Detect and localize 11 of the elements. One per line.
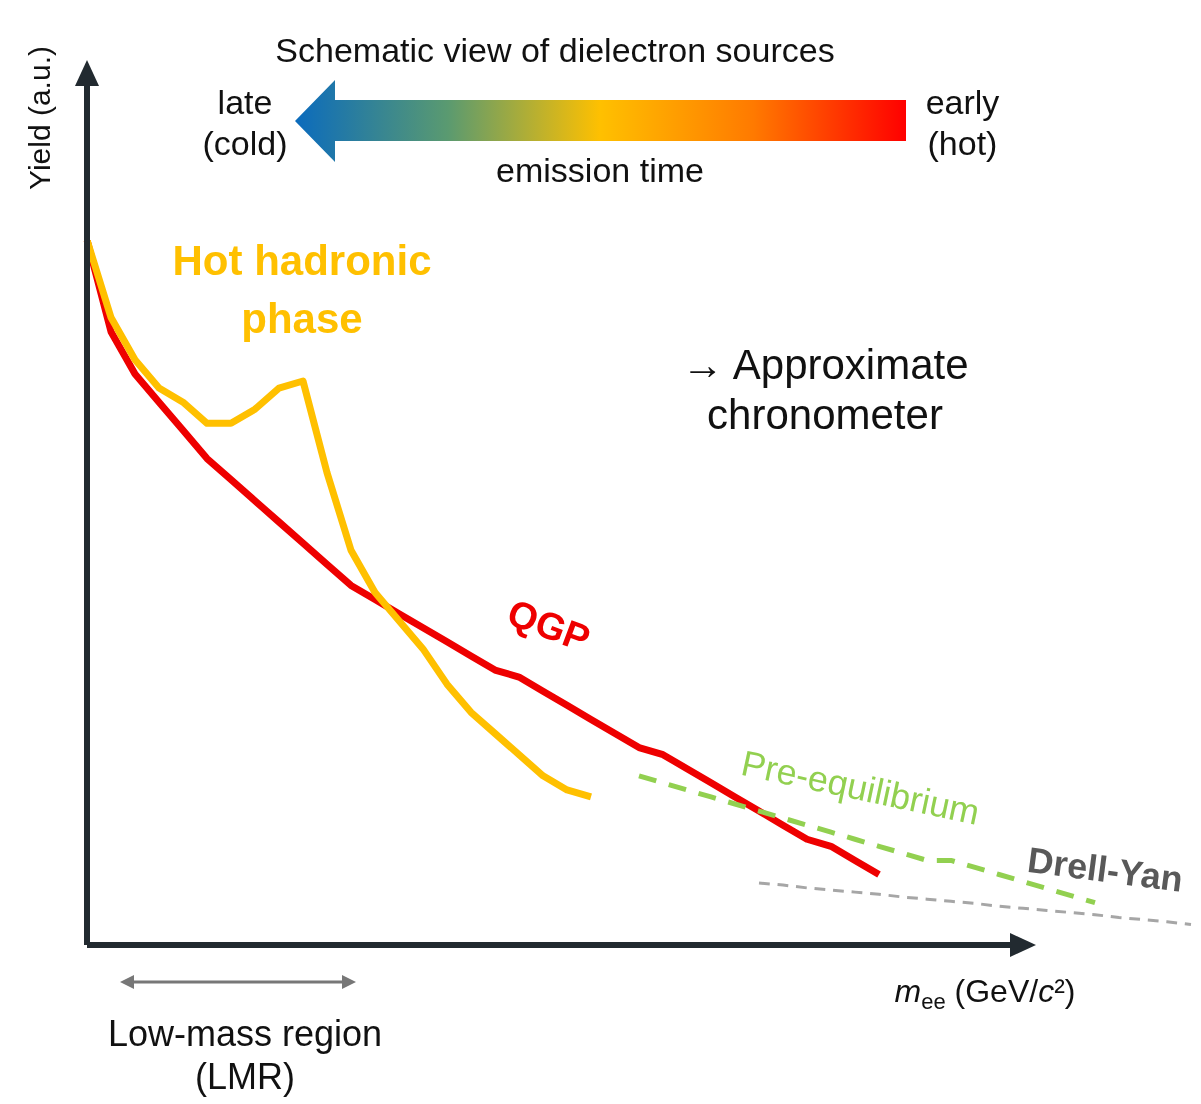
text: early (hot) bbox=[924, 82, 1001, 164]
text: emission time bbox=[495, 150, 705, 191]
text: Drell-Yan bbox=[1025, 839, 1186, 900]
text: late (cold) bbox=[201, 82, 289, 164]
text: QGP bbox=[501, 591, 596, 661]
annotation: → Approximate chronometer bbox=[680, 340, 970, 441]
x-axis-title: m$_{ee}$ (GeV/c²) bbox=[893, 972, 1077, 1016]
text: Low-mass region (LMR) bbox=[106, 1012, 384, 1099]
series-label: Hot hadronic phase bbox=[172, 236, 432, 342]
chart-title: Schematic view of dielectron sources bbox=[274, 30, 836, 71]
y-axis-title: Yield (a.u.) bbox=[22, 45, 57, 192]
